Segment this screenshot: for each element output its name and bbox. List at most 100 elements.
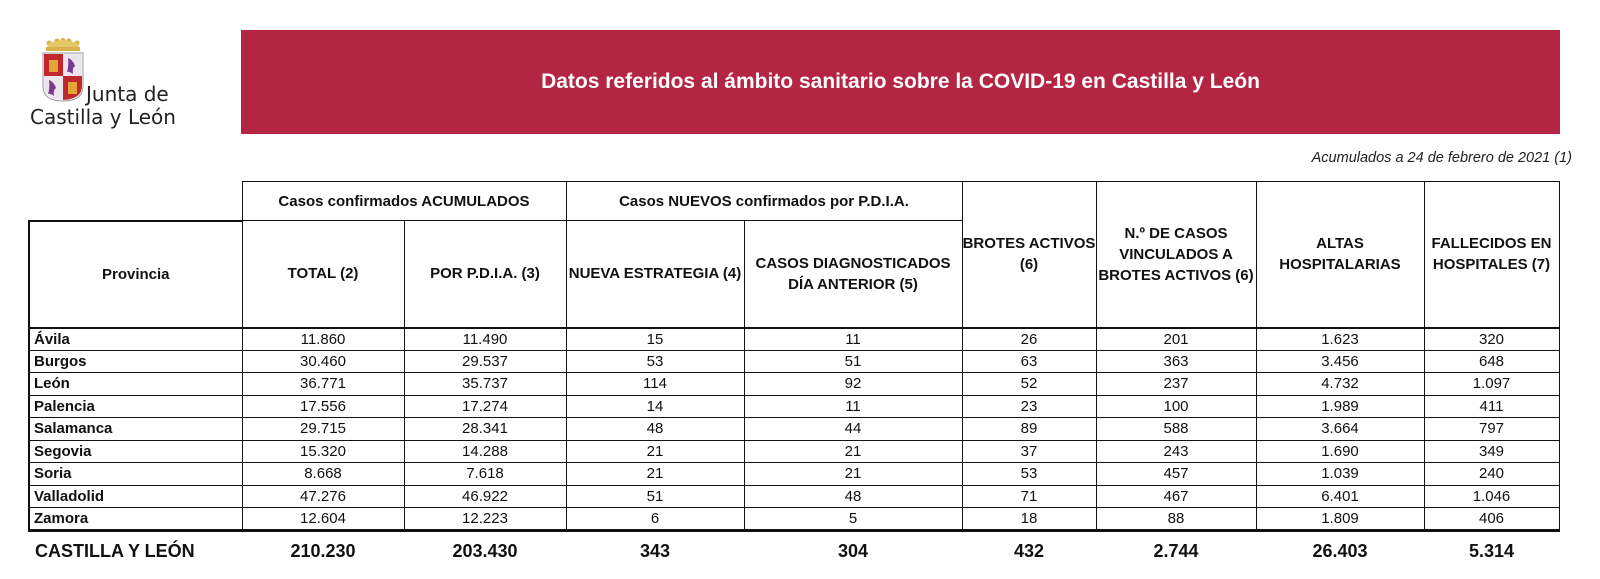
- cell-altas: 1.623: [1255, 326, 1425, 351]
- cell-provincia: Burgos: [28, 349, 243, 373]
- cell-provincia: Segovia: [28, 439, 243, 463]
- cell-nueva-estrategia: 15: [565, 326, 745, 351]
- cell-altas: 1.039: [1255, 462, 1425, 486]
- cell-provincia: Palencia: [28, 394, 243, 418]
- cell-altas: 3.456: [1255, 349, 1425, 373]
- cell-altas: 3.664: [1255, 417, 1425, 441]
- cell-nueva-estrategia: 53: [565, 349, 745, 373]
- total-total: 210.230: [290, 541, 356, 562]
- cell-brotes: 37: [961, 439, 1097, 463]
- cell-fallecidos: 1.097: [1423, 372, 1560, 396]
- cell-altas: 1.989: [1255, 394, 1425, 418]
- cell-por-pdia: 46.922: [403, 484, 567, 508]
- junta-logo: Junta de Castilla y León: [28, 36, 228, 136]
- total-brotes: 432: [1013, 541, 1045, 562]
- cell-vinculados: 201: [1095, 326, 1257, 351]
- cell-altas: 4.732: [1255, 372, 1425, 396]
- table-row: León 36.771 35.737 114 92 52 237 4.732 1…: [28, 372, 1560, 396]
- cell-total: 47.276: [241, 484, 405, 508]
- cell-brotes: 63: [961, 349, 1097, 373]
- col-header-total: TOTAL (2): [241, 220, 405, 328]
- cell-nueva-estrategia: 114: [565, 372, 745, 396]
- cell-dia-anterior: 11: [743, 326, 963, 351]
- table-row: Burgos 30.460 29.537 53 51 63 363 3.456 …: [28, 349, 1560, 373]
- cell-nueva-estrategia: 6: [565, 507, 745, 532]
- cell-dia-anterior: 48: [743, 484, 963, 508]
- cell-provincia: León: [28, 372, 243, 396]
- covid-data-table: Casos confirmados ACUMULADOS Casos NUEVO…: [28, 181, 1560, 566]
- cell-vinculados: 243: [1095, 439, 1257, 463]
- cell-brotes: 23: [961, 394, 1097, 418]
- cell-dia-anterior: 44: [743, 417, 963, 441]
- crown-icon: [46, 38, 80, 51]
- table-row: Salamanca 29.715 28.341 48 44 89 588 3.6…: [28, 417, 1560, 441]
- cell-nueva-estrategia: 21: [565, 439, 745, 463]
- col-header-provincia: Provincia: [28, 219, 243, 328]
- cell-dia-anterior: 5: [743, 507, 963, 532]
- total-por-pdia: 203.430: [452, 541, 518, 562]
- total-label: CASTILLA Y LEÓN: [35, 541, 195, 562]
- blank-header-cell: [29, 181, 243, 222]
- group-header-nuevos: Casos NUEVOS confirmados por P.D.I.A.: [565, 181, 963, 221]
- cell-total: 8.668: [241, 462, 405, 486]
- cell-total: 30.460: [241, 349, 405, 373]
- page-title: Datos referidos al ámbito sanitario sobr…: [541, 70, 1260, 93]
- cell-por-pdia: 12.223: [403, 507, 567, 532]
- cell-total: 15.320: [241, 439, 405, 463]
- cell-brotes: 53: [961, 462, 1097, 486]
- cell-fallecidos: 406: [1423, 507, 1560, 532]
- logo-text-line2: Castilla y León: [30, 105, 176, 129]
- col-header-dia-anterior: CASOS DIAGNOSTICADOS DÍA ANTERIOR (5): [743, 220, 963, 328]
- table-row: Valladolid 47.276 46.922 51 48 71 467 6.…: [28, 484, 1560, 508]
- total-nueva-estrategia: 343: [639, 541, 671, 562]
- total-fallecidos: 5.314: [1468, 541, 1515, 562]
- cell-altas: 1.809: [1255, 507, 1425, 532]
- col-header-fallecidos: FALLECIDOS EN HOSPITALES (7): [1423, 181, 1560, 328]
- cell-dia-anterior: 21: [743, 462, 963, 486]
- cell-provincia: Valladolid: [28, 484, 243, 508]
- cell-nueva-estrategia: 51: [565, 484, 745, 508]
- cell-total: 36.771: [241, 372, 405, 396]
- cell-vinculados: 237: [1095, 372, 1257, 396]
- cell-vinculados: 88: [1095, 507, 1257, 532]
- col-header-nueva-estrategia: NUEVA ESTRATEGIA (4): [565, 220, 745, 328]
- title-banner: Datos referidos al ámbito sanitario sobr…: [241, 30, 1560, 134]
- col-header-por-pdia: POR P.D.I.A. (3): [403, 220, 567, 328]
- cell-dia-anterior: 21: [743, 439, 963, 463]
- cell-por-pdia: 11.490: [403, 326, 567, 351]
- cell-brotes: 52: [961, 372, 1097, 396]
- cell-fallecidos: 1.046: [1423, 484, 1560, 508]
- total-altas: 26.403: [1312, 541, 1368, 562]
- cell-fallecidos: 320: [1423, 326, 1560, 351]
- table-row: Ávila 11.860 11.490 15 11 26 201 1.623 3…: [28, 326, 1560, 351]
- cell-provincia: Salamanca: [28, 417, 243, 441]
- total-vinculados: 2.744: [1153, 541, 1199, 562]
- cell-vinculados: 363: [1095, 349, 1257, 373]
- cell-por-pdia: 29.537: [403, 349, 567, 373]
- cell-fallecidos: 240: [1423, 462, 1560, 486]
- date-note: Acumulados a 24 de febrero de 2021 (1): [1311, 150, 1572, 166]
- cell-total: 29.715: [241, 417, 405, 441]
- cell-fallecidos: 349: [1423, 439, 1560, 463]
- table-row: Soria 8.668 7.618 21 21 53 457 1.039 240: [28, 462, 1560, 486]
- group-header-acumulados: Casos confirmados ACUMULADOS: [241, 181, 567, 221]
- table-row: Palencia 17.556 17.274 14 11 23 100 1.98…: [28, 394, 1560, 418]
- total-row: CASTILLA Y LEÓN 210.230 203.430 343 304 …: [29, 530, 1559, 566]
- cell-altas: 6.401: [1255, 484, 1425, 508]
- cell-fallecidos: 797: [1423, 417, 1560, 441]
- cell-vinculados: 467: [1095, 484, 1257, 508]
- cell-brotes: 26: [961, 326, 1097, 351]
- cell-dia-anterior: 92: [743, 372, 963, 396]
- cell-provincia: Soria: [28, 462, 243, 486]
- cell-brotes: 71: [961, 484, 1097, 508]
- cell-dia-anterior: 51: [743, 349, 963, 373]
- cell-vinculados: 457: [1095, 462, 1257, 486]
- cell-dia-anterior: 11: [743, 394, 963, 418]
- cell-por-pdia: 28.341: [403, 417, 567, 441]
- cell-por-pdia: 35.737: [403, 372, 567, 396]
- col-header-altas: ALTAS HOSPITALARIAS: [1255, 181, 1425, 328]
- coat-of-arms-icon: [42, 52, 84, 102]
- cell-total: 12.604: [241, 507, 405, 532]
- cell-total: 17.556: [241, 394, 405, 418]
- col-header-vinculados: N.º DE CASOS VINCULADOS A BROTES ACTIVOS…: [1095, 181, 1257, 328]
